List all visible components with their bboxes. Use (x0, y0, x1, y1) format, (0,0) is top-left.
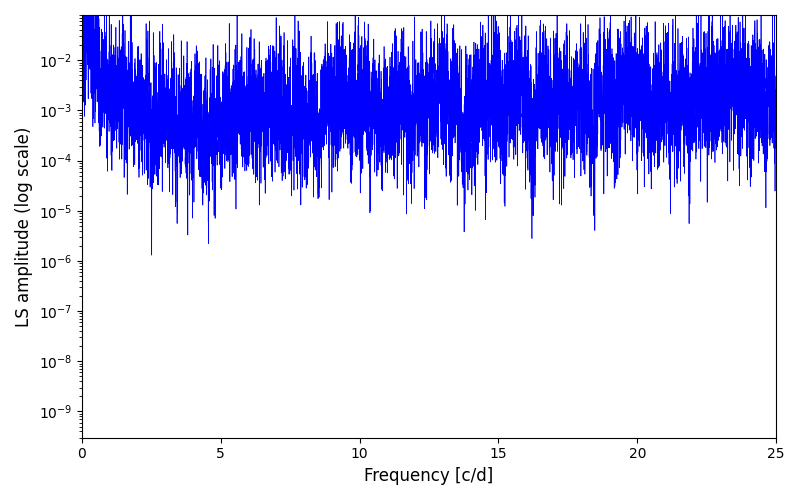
Y-axis label: LS amplitude (log scale): LS amplitude (log scale) (15, 126, 33, 326)
X-axis label: Frequency [c/d]: Frequency [c/d] (364, 467, 494, 485)
